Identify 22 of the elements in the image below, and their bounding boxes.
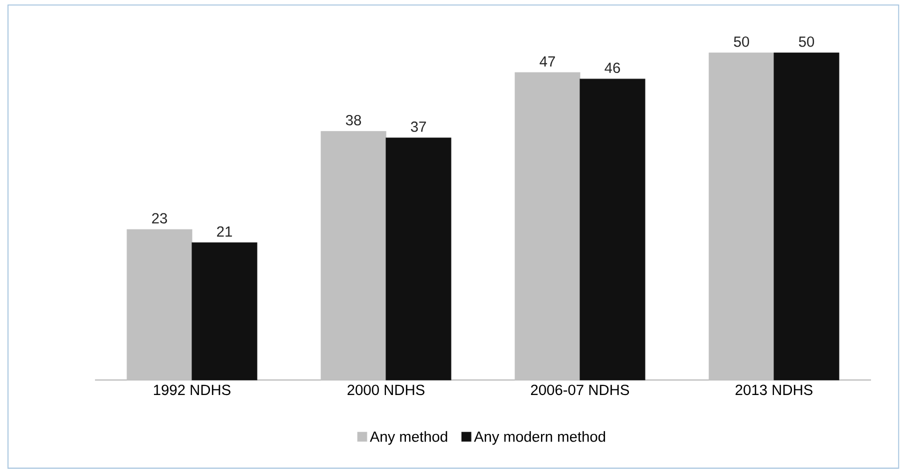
data-label: 38	[346, 114, 362, 126]
bar	[580, 78, 646, 380]
x-tick-label: 2006-07 NDHS	[531, 384, 630, 396]
bar	[514, 72, 580, 380]
x-tick-label: 2013 NDHS	[736, 384, 812, 396]
data-label: 47	[540, 56, 555, 66]
bar	[192, 242, 258, 380]
data-label: 50	[798, 36, 814, 47]
data-label: 23	[152, 213, 168, 224]
data-label: 46	[604, 62, 620, 74]
bar	[320, 131, 386, 380]
data-label: 21	[217, 226, 232, 237]
x-tick-label: 2000 NDHS	[348, 384, 424, 396]
bar	[126, 229, 192, 380]
bar	[774, 52, 840, 380]
bar	[708, 52, 774, 380]
data-label: 50	[734, 36, 750, 47]
x-tick-label: 1992 NDHS	[154, 384, 230, 396]
legend-label: Any modern method	[474, 431, 606, 445]
legend-label: Any method	[370, 431, 448, 445]
bar	[386, 138, 452, 380]
data-label: 37	[410, 122, 426, 132]
